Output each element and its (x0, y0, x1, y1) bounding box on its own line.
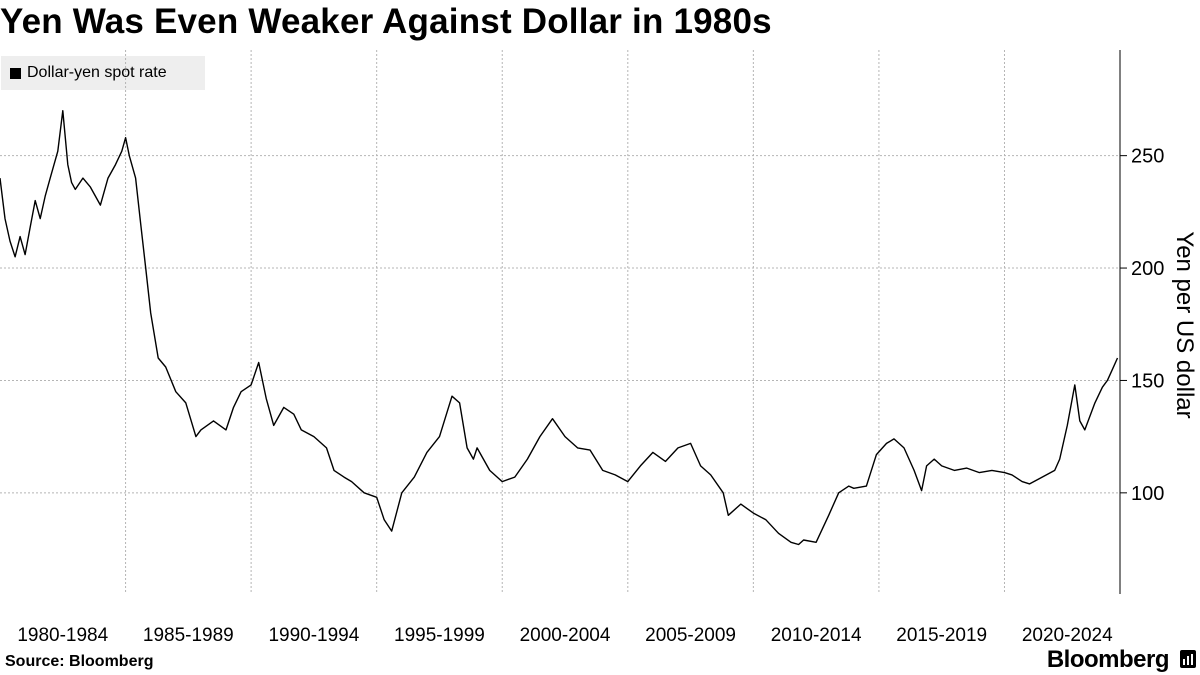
chart-title: Yen Was Even Weaker Against Dollar in 19… (0, 2, 772, 41)
y-tick-label-100: 100 (1131, 483, 1164, 505)
y-tick-label-150: 150 (1131, 370, 1164, 392)
legend-label: Dollar-yen spot rate (27, 64, 167, 81)
brand-logo-text: Bloomberg (1046, 646, 1170, 673)
y-gridlines (0, 155, 1120, 494)
y-axis-title: Yen per US dollar (1171, 231, 1198, 419)
x-tick-label-8: 2020-2024 (1022, 625, 1113, 646)
x-tick-label-0: 1980-1984 (17, 625, 108, 646)
x-tick-label-3: 1995-1999 (394, 625, 485, 646)
x-gridlines (125, 50, 1005, 594)
legend: Dollar-yen spot rate (1, 56, 205, 90)
x-tick-label-2: 1990-1994 (268, 625, 359, 646)
y-axis-ticks: 100 150 200 250 (1120, 146, 1164, 505)
y-tick-label-250: 250 (1131, 146, 1164, 168)
bloomberg-terminal-icon (1180, 650, 1196, 668)
x-tick-label-7: 2015-2019 (896, 625, 987, 646)
x-tick-label-5: 2005-2009 (645, 625, 736, 646)
series-line-0 (0, 110, 1119, 546)
x-tick-label-6: 2010-2014 (771, 625, 862, 646)
series-layer (0, 110, 1119, 546)
legend-swatch (10, 67, 21, 79)
x-tick-label-1: 1985-1989 (143, 625, 234, 646)
x-tick-label-4: 2000-2004 (520, 625, 611, 646)
source-note: Source: Bloomberg (5, 653, 154, 670)
y-tick-label-200: 200 (1131, 258, 1164, 280)
x-axis-ticks: 1980-1984 1985-1989 1990-1994 1995-1999 2000… (17, 625, 1113, 646)
